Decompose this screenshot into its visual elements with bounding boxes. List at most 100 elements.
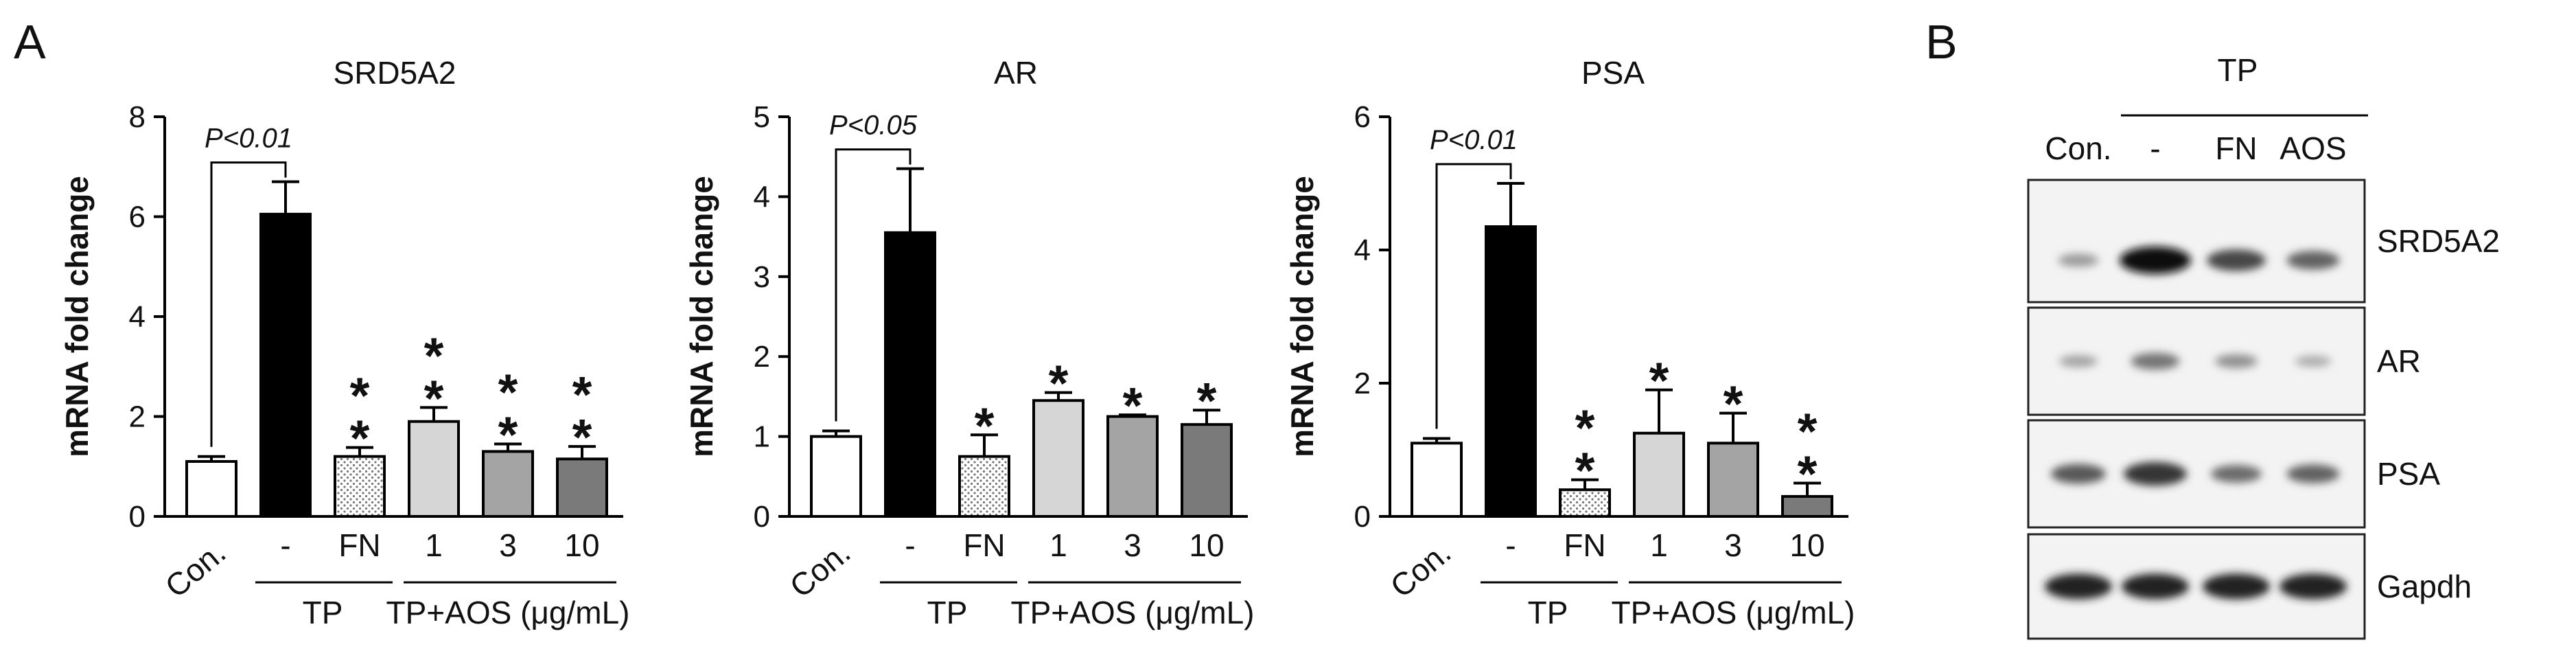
bar-1 xyxy=(1032,399,1084,518)
x-tick-label: FN xyxy=(963,527,1005,563)
bar-10 xyxy=(1181,423,1233,518)
blot-band xyxy=(2286,251,2340,270)
x-tick-label: 10 xyxy=(1789,527,1824,563)
p-value-label: P<0.01 xyxy=(1430,125,1518,155)
x-tick-label: FN xyxy=(1564,527,1605,563)
y-axis-label: mRNA fold change xyxy=(684,176,719,457)
chart-title: AR xyxy=(994,55,1038,91)
y-tick-label: 5 xyxy=(754,100,770,134)
bar-3 xyxy=(1106,415,1159,518)
x-tick-label: Con. xyxy=(159,534,233,604)
significance-star: * xyxy=(1049,355,1069,412)
blot-band xyxy=(2203,573,2270,600)
x-tick-label: 10 xyxy=(1189,527,1224,563)
group-label-tp: TP xyxy=(303,595,343,630)
significance-star: * xyxy=(975,397,995,454)
panel-label-b: B xyxy=(1925,15,1958,69)
bar-FN xyxy=(958,455,1010,518)
group-label-tp: TP xyxy=(1528,595,1568,630)
p-value-label: P<0.01 xyxy=(205,124,292,154)
y-axis-label: mRNA fold change xyxy=(59,176,95,457)
x-tick-label: 1 xyxy=(425,527,443,563)
blot-band xyxy=(2120,247,2191,274)
y-tick-label: 1 xyxy=(754,420,770,454)
significance-star: * xyxy=(498,407,518,464)
blot-band xyxy=(2124,461,2187,486)
y-tick-label: 6 xyxy=(1354,100,1371,134)
y-tick-label: 0 xyxy=(129,500,146,534)
significance-star: * xyxy=(1798,446,1818,503)
blot-band xyxy=(2045,573,2112,600)
blot-lane-label: FN xyxy=(2215,130,2257,166)
blot-row-label: AR xyxy=(2377,343,2421,379)
significance-star: * xyxy=(1123,377,1143,434)
y-tick-label: 0 xyxy=(754,500,770,534)
x-tick-label: 1 xyxy=(1049,527,1067,563)
blot-group-label: TP xyxy=(2218,52,2258,88)
bar-Con. xyxy=(1411,442,1463,518)
x-tick-label: 1 xyxy=(1650,527,1668,563)
blot-row-label: SRD5A2 xyxy=(2377,223,2500,259)
blot-band xyxy=(2058,253,2099,267)
y-tick-label: 2 xyxy=(754,340,770,374)
p-value-label: P<0.05 xyxy=(829,111,918,141)
significance-star: * xyxy=(1649,352,1669,409)
x-tick-label: 10 xyxy=(564,527,599,563)
bar-- xyxy=(259,212,312,518)
x-tick-label: - xyxy=(1505,527,1516,563)
panel-label-a: A xyxy=(14,15,46,69)
significance-star: * xyxy=(1575,400,1595,457)
x-tick-label: Con. xyxy=(1384,534,1458,604)
bar-- xyxy=(1485,225,1537,518)
significance-bracket xyxy=(835,148,912,422)
x-tick-label: - xyxy=(280,527,290,563)
significance-star: * xyxy=(350,367,370,424)
blot-row-label: PSA xyxy=(2377,456,2440,492)
significance-star: * xyxy=(1575,442,1595,499)
bar-10 xyxy=(1781,494,1833,518)
bar-FN xyxy=(334,455,386,518)
chart-ar: AR mRNA fold change 0 1 2 3 4 5 Con. - * FN * 1 * 3 * 10 P… xyxy=(684,55,1254,630)
blot-band xyxy=(2211,465,2262,483)
blot-band xyxy=(2286,464,2340,483)
significance-star: * xyxy=(1197,372,1217,429)
blot-row-label: Gapdh xyxy=(2377,569,2472,604)
y-tick-label: 4 xyxy=(1354,233,1371,267)
blot-band xyxy=(2131,352,2180,370)
bar-3 xyxy=(482,450,534,518)
x-tick-label: - xyxy=(905,527,915,563)
blot-lane-label: - xyxy=(2150,130,2160,166)
chart-title: SRD5A2 xyxy=(334,55,456,91)
significance-bracket xyxy=(210,161,287,447)
significance-bracket xyxy=(1435,163,1512,429)
significance-star: * xyxy=(424,327,444,384)
blot-band xyxy=(2207,249,2266,271)
blot-band xyxy=(2295,355,2332,367)
blot-band xyxy=(2279,573,2347,600)
y-tick-label: 4 xyxy=(129,300,146,334)
significance-star: * xyxy=(498,364,518,421)
bar-1 xyxy=(408,420,460,518)
significance-star: * xyxy=(424,369,444,426)
bar-10 xyxy=(556,457,608,518)
blot-band xyxy=(2059,355,2098,367)
blot-band xyxy=(2122,573,2189,600)
blot-band xyxy=(2215,354,2258,369)
significance-star: * xyxy=(1724,376,1743,433)
significance-star: * xyxy=(350,410,370,467)
y-tick-label: 4 xyxy=(754,180,770,214)
group-label-tp: TP xyxy=(927,595,968,630)
bar-Con. xyxy=(185,459,237,518)
bar-3 xyxy=(1707,442,1759,518)
bar-Con. xyxy=(810,435,862,518)
y-axis-label: mRNA fold change xyxy=(1284,176,1320,457)
significance-star: * xyxy=(1798,403,1818,460)
y-tick-label: 8 xyxy=(129,100,146,134)
x-tick-label: Con. xyxy=(783,534,857,604)
group-label-tp-aos: TP+AOS (μg/mL) xyxy=(1011,595,1255,630)
y-tick-label: 2 xyxy=(1354,367,1371,400)
blot-lane-label: AOS xyxy=(2279,130,2346,166)
